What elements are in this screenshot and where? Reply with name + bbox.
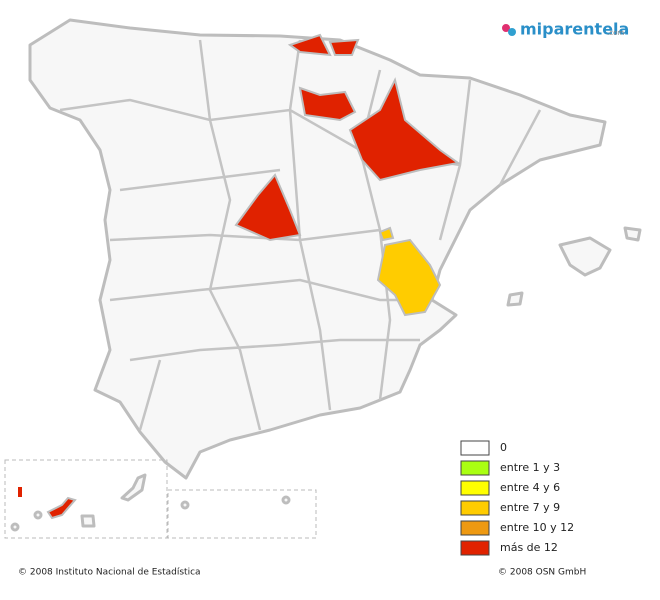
legend-swatch xyxy=(460,540,490,556)
footer-left: © 2008 Instituto Nacional de Estadística xyxy=(18,568,201,578)
island xyxy=(120,473,147,502)
legend-swatch xyxy=(460,480,490,496)
legend-swatch xyxy=(460,520,490,536)
canary-inset xyxy=(4,459,168,539)
province-borders xyxy=(59,39,542,431)
balearic-island xyxy=(623,226,642,242)
footer-right: © 2008 OSN GmbH xyxy=(498,568,586,578)
legend-swatch xyxy=(460,460,490,476)
legend-label: 0 xyxy=(500,441,507,454)
ceuta xyxy=(180,500,190,510)
legend-swatch xyxy=(460,500,490,516)
logo-suffix: .com xyxy=(607,29,624,37)
balearic-island xyxy=(558,236,612,277)
island xyxy=(46,496,77,520)
logo-text: miparentela xyxy=(520,20,629,39)
island xyxy=(80,514,96,528)
legend-label: entre 10 y 12 xyxy=(500,521,574,534)
highlight-region xyxy=(376,238,442,317)
mainland xyxy=(28,18,607,480)
legend-label: entre 7 y 9 xyxy=(500,501,560,514)
highlight-region xyxy=(328,38,360,56)
highlight-region xyxy=(348,77,461,182)
highlight-region xyxy=(234,173,302,242)
logo[interactable]: miparentela .com xyxy=(502,20,629,39)
logo-dot xyxy=(502,24,510,32)
legend-label: entre 1 y 3 xyxy=(500,461,560,474)
melilla xyxy=(281,495,291,505)
highlight-region xyxy=(298,86,357,122)
island xyxy=(10,522,20,532)
legend-swatch xyxy=(460,440,490,456)
island xyxy=(33,510,43,520)
island xyxy=(18,487,22,497)
balearic-island xyxy=(506,291,524,307)
highlight-region xyxy=(287,33,332,57)
highlight-region xyxy=(378,226,395,242)
legend-label: más de 12 xyxy=(500,541,558,554)
legend-label: entre 4 y 6 xyxy=(500,481,560,494)
logo-dot xyxy=(508,28,516,36)
ceuta-melilla-inset xyxy=(167,489,317,539)
spain-map xyxy=(4,18,642,539)
legend: 0 entre 1 y 3 entre 4 y 6 entre 7 y 9 entre … xyxy=(460,440,574,556)
